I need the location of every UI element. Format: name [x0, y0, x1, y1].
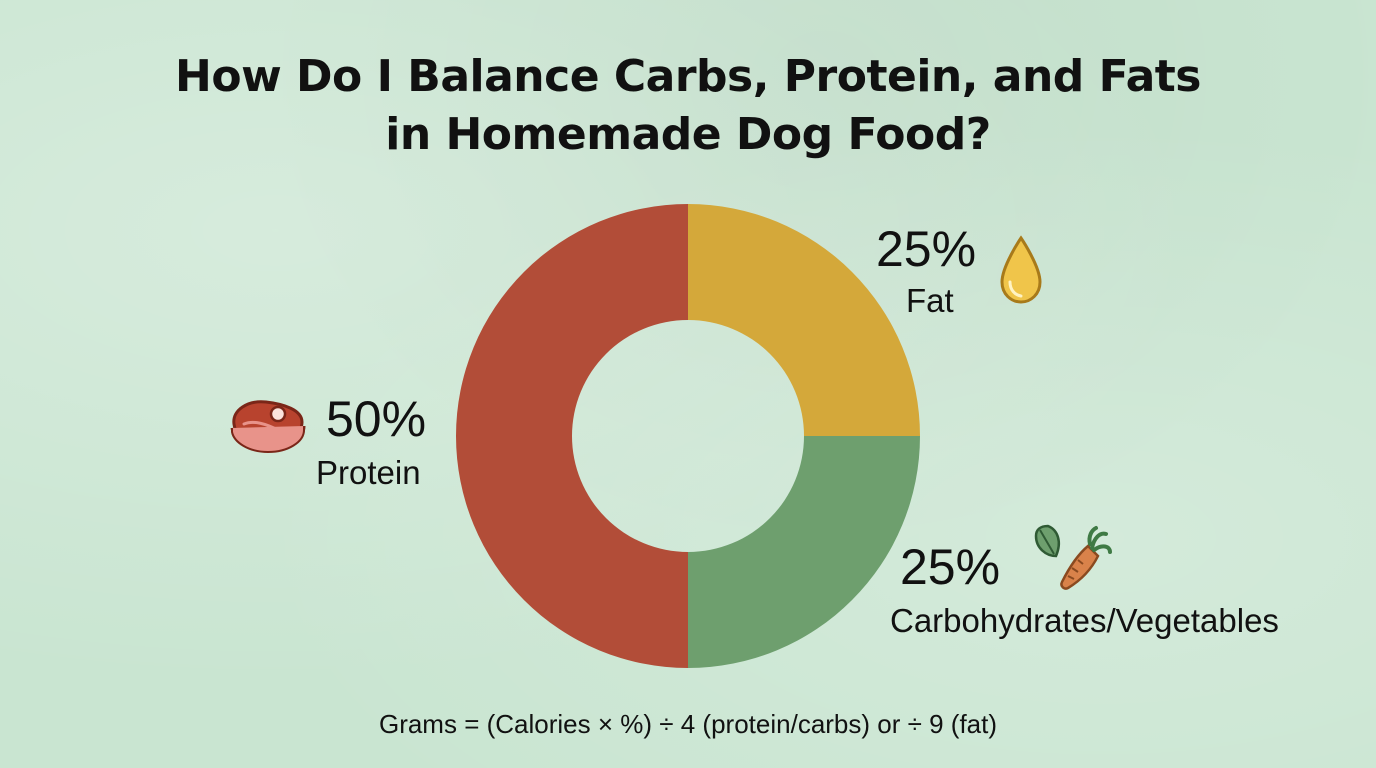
slice-name-fat-wrap: Fat [906, 282, 954, 320]
slice-label-protein: 50% [326, 392, 426, 446]
slice-label-carbs: 25% [900, 540, 1000, 594]
slice-percent-carbs: 25% [900, 539, 1001, 595]
donut-slices [456, 204, 920, 668]
formula-note: Grams = (Calories × %) ÷ 4 (protein/carb… [378, 709, 998, 739]
donut-slice-carbohydrates-vegetables [688, 436, 920, 668]
donut-slice-protein [456, 204, 688, 668]
slice-label-fat: 25% [876, 222, 976, 276]
chart-title-line-2: in Homemade Dog Food? [385, 109, 991, 160]
chart-title: How Do I Balance Carbs, Protein, and Fat… [0, 48, 1376, 164]
slice-name-protein: Protein [316, 454, 421, 491]
slice-name-carbs-wrap: Carbohydrates/Vegetables [890, 602, 1279, 640]
steak-icon [230, 400, 306, 454]
slice-percent-fat: 25% [876, 221, 977, 277]
slice-percent-protein: 50% [326, 391, 427, 447]
oil-drop-icon [1000, 235, 1042, 304]
slice-name-protein-wrap: Protein [316, 454, 421, 492]
slice-name-fat: Fat [906, 282, 954, 319]
carrot-leaf-icon [1034, 524, 1112, 590]
donut-slice-fat [688, 204, 920, 436]
chart-title-line-1: How Do I Balance Carbs, Protein, and Fat… [175, 51, 1201, 102]
slice-name-carbs: Carbohydrates/Vegetables [890, 602, 1279, 639]
